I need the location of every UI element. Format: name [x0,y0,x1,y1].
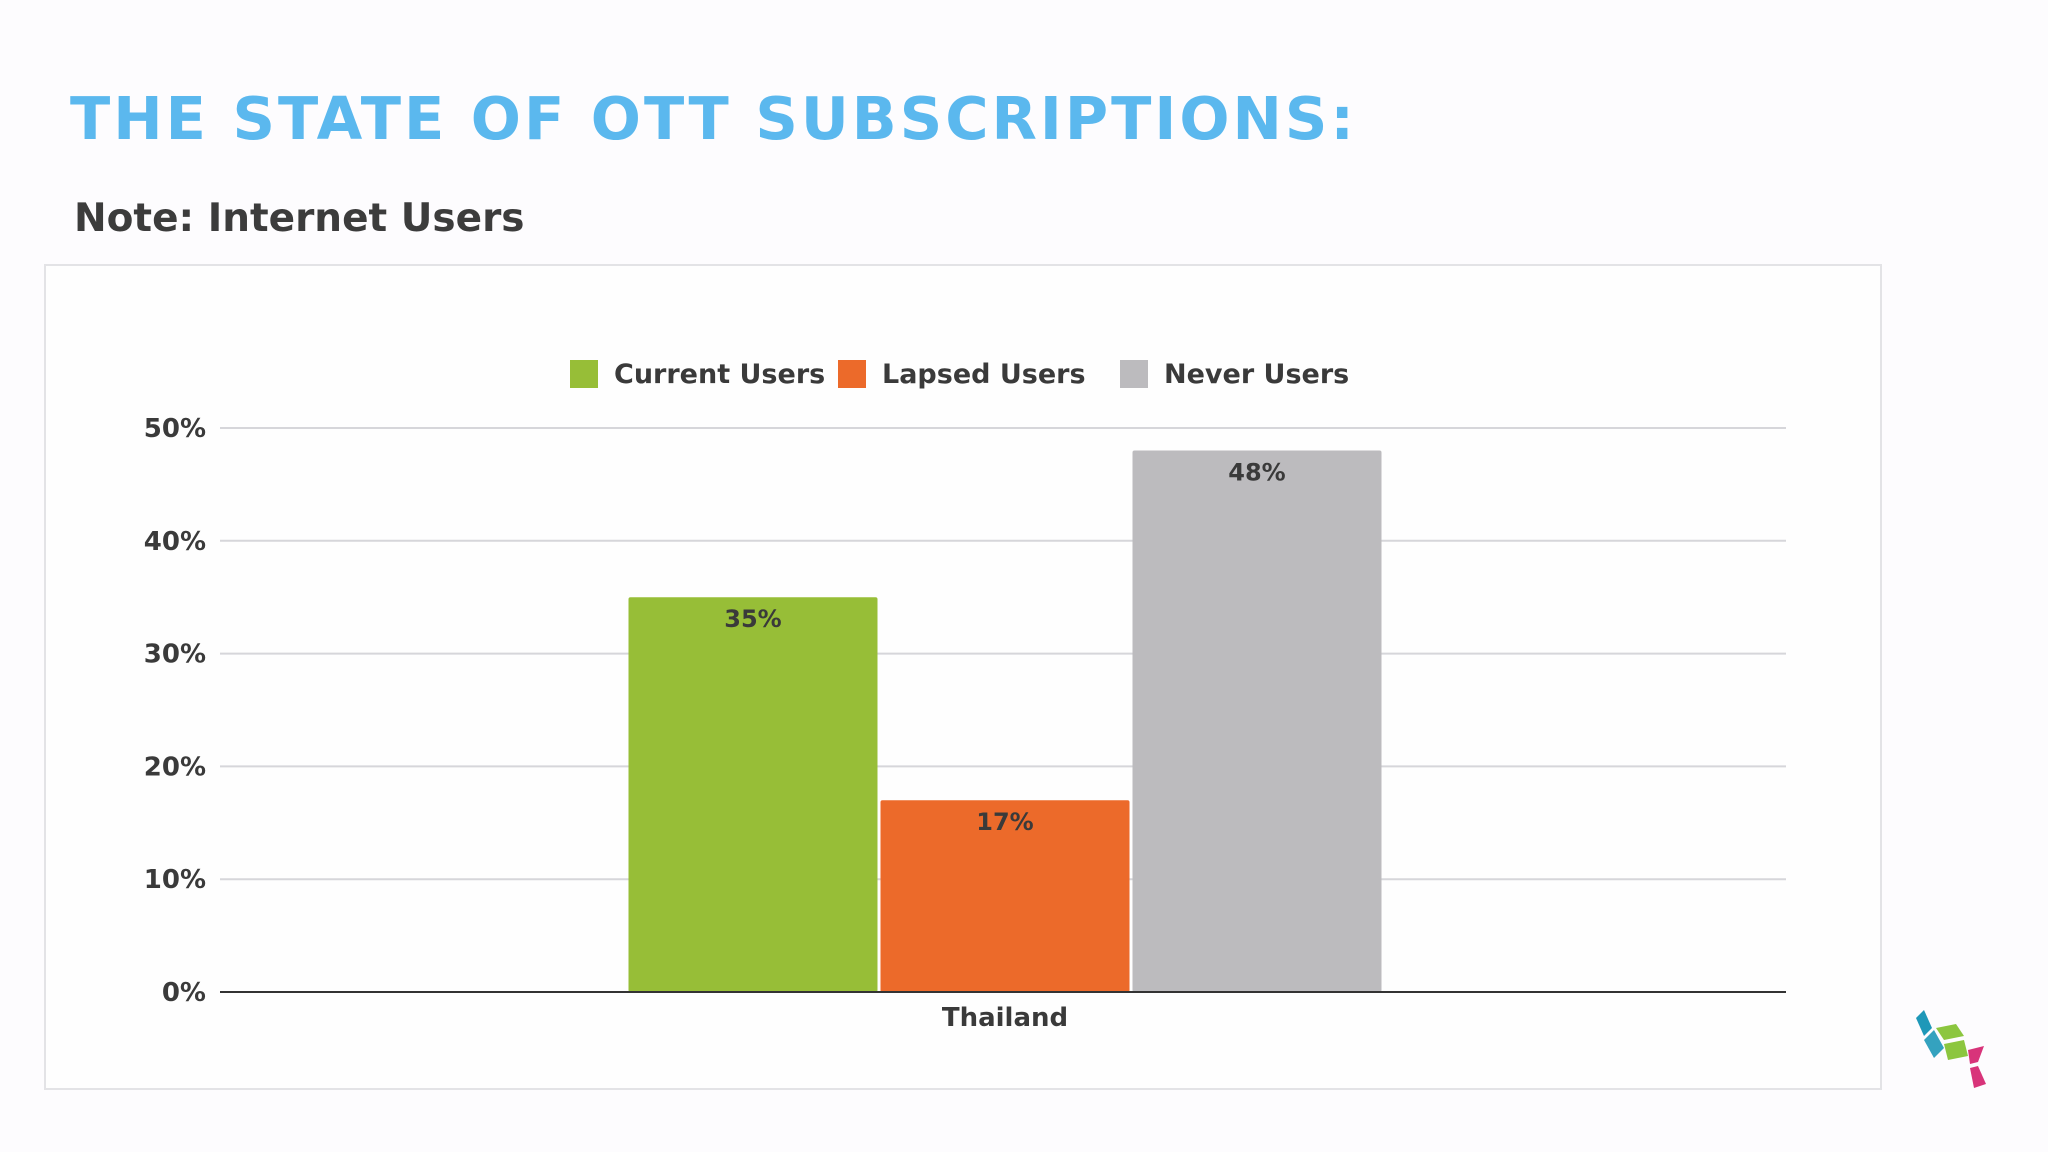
legend-swatch [838,360,866,388]
cube-logo-icon [1916,1010,1986,1088]
legend-label: Lapsed Users [882,359,1086,390]
axes: 0% 10% 20% 30% 40% 50% Thailand [144,414,1786,1033]
legend-label: Never Users [1164,359,1349,390]
grid-lines [220,427,1786,881]
legend: Current Users Lapsed Users Never Users [570,359,1349,390]
legend-label: Current Users [614,359,825,390]
x-tick-label: Thailand [942,1003,1068,1033]
data-labels: 35% 17% 48% [724,459,1285,837]
page-subtitle: Note: Internet Users [74,196,525,241]
y-tick-label: 30% [144,640,206,670]
bar-lapsed-users [880,800,1130,992]
y-tick-label: 40% [144,527,206,557]
legend-swatch [570,360,598,388]
data-label: 17% [976,808,1033,836]
chart-panel: 35% 17% 48% 0% 10% 20% 30% 40% 50% Thailand Curr… [44,264,1882,1090]
y-tick-label: 0% [162,978,206,1008]
bar-current-users [628,597,878,992]
page-title: THE STATE OF OTT SUBSCRIPTIONS: [70,84,1357,153]
bar-chart: 35% 17% 48% 0% 10% 20% 30% 40% 50% Thailand Curr… [144,359,1786,1033]
y-tick-label: 10% [144,865,206,895]
bars [628,450,1382,992]
y-tick-label: 20% [144,752,206,782]
bar-never-users [1132,450,1382,992]
data-label: 35% [724,605,781,633]
data-label: 48% [1228,459,1285,487]
legend-swatch [1120,360,1148,388]
y-tick-label: 50% [144,414,206,444]
